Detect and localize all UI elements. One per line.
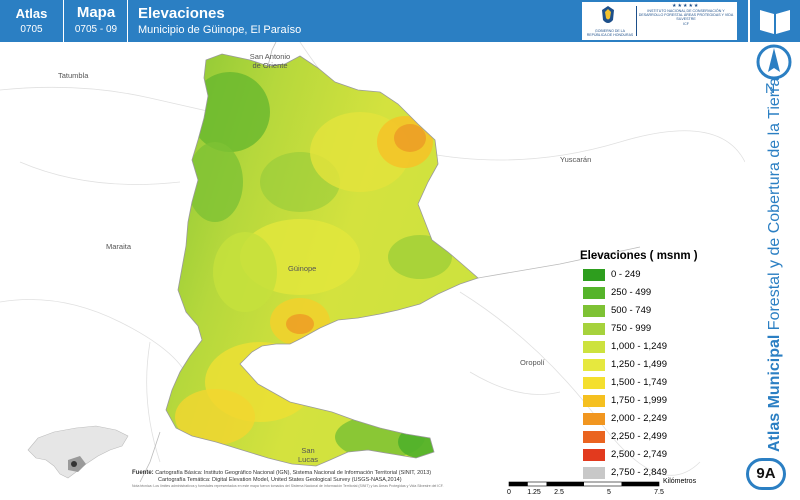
legend-label: 2,000 - 2,249 xyxy=(611,413,667,424)
legend-swatch xyxy=(583,467,605,479)
legend-swatch xyxy=(583,305,605,317)
place-san-antonio: San Antonio de Oriente xyxy=(249,52,291,70)
atlas-vertical-title: Atlas Municipal Forestal y de Cobertura … xyxy=(766,78,784,452)
legend-swatch xyxy=(583,431,605,443)
legend-swatch xyxy=(583,341,605,353)
legend-swatch xyxy=(583,377,605,389)
mapa-label: Mapa xyxy=(76,4,116,21)
legend-label: 750 - 999 xyxy=(611,323,652,334)
vertical-title-rest: Forestal y de Cobertura de la Tierra xyxy=(766,77,783,335)
legend-label: 2,250 - 2,499 xyxy=(611,431,667,442)
source-line-1: Fuente: Cartografía Básica: Instituto Ge… xyxy=(132,470,512,477)
legend-item: 2,000 - 2,249 xyxy=(583,410,740,428)
scale-bar-graphic xyxy=(508,481,660,487)
legend-item: 1,500 - 1,749 xyxy=(583,374,740,392)
place-guinope: Güinope xyxy=(288,264,317,273)
scale-tick-label: 5 xyxy=(607,489,611,496)
elevation-legend: Elevaciones ( msnm ) 0 - 249 250 - 499 500… xyxy=(580,250,740,482)
technical-note: Nota técnica: Los límites administrativo… xyxy=(132,484,444,488)
legend-swatch xyxy=(583,269,605,281)
institution-name: INSTITUTO NACIONAL DE CONSERVACIÓN Y DES… xyxy=(638,9,734,22)
north-arrow-icon xyxy=(756,44,792,80)
legend-swatch xyxy=(583,359,605,371)
legend-label: 1,000 - 1,249 xyxy=(611,341,667,352)
elevation-map xyxy=(0,42,745,482)
stars-icon: ★★★★★ xyxy=(672,3,700,9)
atlas-label: Atlas xyxy=(15,6,48,21)
map-subtitle: Municipio de Güinope, El Paraíso xyxy=(138,24,302,36)
legend-swatch xyxy=(583,413,605,425)
legend-item: 2,500 - 2,749 xyxy=(583,446,740,464)
map-title: Elevaciones xyxy=(138,5,225,22)
sources-footer: Fuente: Cartografía Básica: Instituto Ge… xyxy=(132,470,512,488)
atlas-block: Atlas 0705 xyxy=(0,0,64,42)
scale-bar: 0 1.25 2.5 5 7.5 Kilómetros xyxy=(505,478,705,498)
boundary-line-east xyxy=(477,246,641,279)
scale-tick-label: 0 xyxy=(507,489,511,496)
legend-label: 1,250 - 1,499 xyxy=(611,359,667,370)
book-icon xyxy=(760,10,790,34)
institution-logos: GOBIERNO DE LA REPÚBLICA DE HONDURAS ★★★… xyxy=(582,2,737,40)
government-text: GOBIERNO DE LA REPÚBLICA DE HONDURAS xyxy=(586,29,634,37)
source-line-2: Cartografía Temática: Digital Elevation … xyxy=(158,476,402,483)
legend-item: 2,750 - 2,849 xyxy=(583,464,740,482)
north-label: N xyxy=(764,80,776,96)
legend-label: 250 - 499 xyxy=(611,287,652,298)
legend-item: 1,250 - 1,499 xyxy=(583,356,740,374)
legend-item: 1,750 - 1,999 xyxy=(583,392,740,410)
place-maraita: Maraita xyxy=(106,242,132,251)
scale-tick-label: 7.5 xyxy=(654,489,664,496)
scale-tick-label: 2.5 xyxy=(554,489,564,496)
legend-item: 0 - 249 xyxy=(583,266,740,284)
legend-item: 250 - 499 xyxy=(583,284,740,302)
page-badge: 9A xyxy=(746,458,786,490)
atlas-book-button xyxy=(750,0,800,42)
legend-label: 2,500 - 2,749 xyxy=(611,449,667,460)
municipality-boundary xyxy=(165,53,479,467)
legend-item: 1,000 - 1,249 xyxy=(583,338,740,356)
honduras-outline xyxy=(27,425,129,479)
legend-item: 2,250 - 2,499 xyxy=(583,428,740,446)
source-label: Fuente: xyxy=(132,470,154,476)
scale-tick-label: 1.25 xyxy=(527,489,541,496)
place-yuscaran: Yuscarán xyxy=(560,155,592,164)
legend-label: 1,500 - 1,749 xyxy=(611,377,667,388)
inset-locator-map xyxy=(27,425,129,479)
scale-unit: Kilómetros xyxy=(663,478,697,485)
institution-acronym: ICF xyxy=(683,21,689,26)
mapa-code: 0705 - 09 xyxy=(74,24,118,35)
legend-label: 500 - 749 xyxy=(611,305,652,316)
legend-swatch xyxy=(583,287,605,299)
legend-label: 0 - 249 xyxy=(611,269,641,280)
institution-text: INSTITUTO NACIONAL DE CONSERVACIÓN Y DES… xyxy=(638,9,734,26)
boundary-line-south xyxy=(139,431,161,482)
boundary-line-north xyxy=(267,42,277,67)
place-oropoli: Oropolí xyxy=(520,358,545,367)
legend-label: 2,750 - 2,849 xyxy=(611,467,667,478)
atlas-code: 0705 xyxy=(20,24,43,35)
place-tatumbla: Tatumbla xyxy=(58,71,89,80)
legend-title: Elevaciones ( msnm ) xyxy=(580,250,698,262)
legend-item: 500 - 749 xyxy=(583,302,740,320)
legend-swatch xyxy=(583,323,605,335)
legend-label: 1,750 - 1,999 xyxy=(611,395,667,406)
mapa-block: Mapa 0705 - 09 xyxy=(65,0,128,42)
government-seal-icon xyxy=(602,6,614,23)
guinope-locator-marker xyxy=(71,461,77,467)
title-block: Elevaciones Municipio de Güinope, El Par… xyxy=(138,0,568,42)
place-san-lucas: San Lucas xyxy=(297,446,318,464)
logo-divider xyxy=(636,6,637,36)
legend-item: 750 - 999 xyxy=(583,320,740,338)
municipality-elevation xyxy=(166,54,478,466)
source-text-1: Cartografía Básica: Instituto Geográfico… xyxy=(155,470,432,476)
legend-swatch xyxy=(583,395,605,407)
vertical-title-bold: Atlas Municipal xyxy=(766,334,783,452)
legend-swatch xyxy=(583,449,605,461)
legend-items: 0 - 249 250 - 499 500 - 749 750 - 999 1,000 … xyxy=(580,266,740,482)
